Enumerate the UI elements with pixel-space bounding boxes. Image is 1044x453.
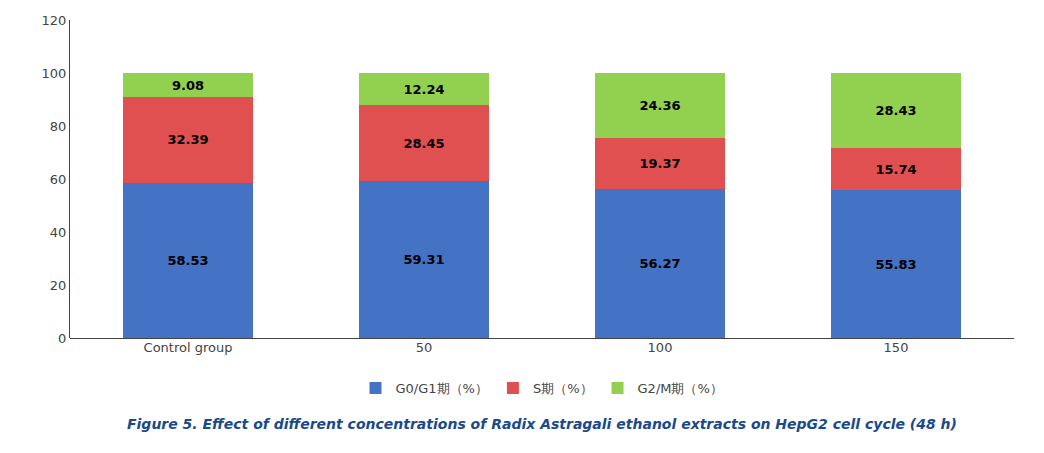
svg-text:19.37: 19.37: [639, 156, 680, 171]
svg-text:28.45: 28.45: [403, 136, 444, 151]
svg-text:80: 80: [50, 119, 67, 134]
svg-text:Figure 5. Effect of different: Figure 5. Effect of different concentrat…: [127, 416, 957, 432]
svg-text:59.31: 59.31: [403, 252, 444, 267]
svg-text:100: 100: [42, 66, 67, 81]
svg-text:9.08: 9.08: [172, 78, 204, 93]
svg-text:58.53: 58.53: [167, 253, 208, 268]
svg-text:15.74: 15.74: [875, 162, 916, 177]
svg-text:32.39: 32.39: [167, 132, 208, 147]
svg-text:100: 100: [648, 340, 673, 355]
svg-text:56.27: 56.27: [639, 256, 680, 271]
svg-text:40: 40: [50, 225, 67, 240]
svg-text:12.24: 12.24: [403, 82, 444, 97]
svg-text:S期（%）: S期（%）: [533, 381, 593, 396]
svg-text:Control group: Control group: [144, 340, 233, 355]
svg-text:20: 20: [50, 278, 67, 293]
svg-text:G0/G1期（%）: G0/G1期（%）: [396, 381, 488, 396]
svg-text:150: 150: [884, 340, 909, 355]
svg-text:50: 50: [416, 340, 433, 355]
svg-text:24.36: 24.36: [639, 98, 680, 113]
svg-text:55.83: 55.83: [875, 257, 916, 272]
svg-text:120: 120: [42, 13, 67, 28]
svg-text:28.43: 28.43: [875, 103, 916, 118]
svg-text:60: 60: [50, 172, 67, 187]
svg-text:0: 0: [58, 331, 66, 346]
svg-text:G2/M期（%）: G2/M期（%）: [638, 381, 723, 396]
